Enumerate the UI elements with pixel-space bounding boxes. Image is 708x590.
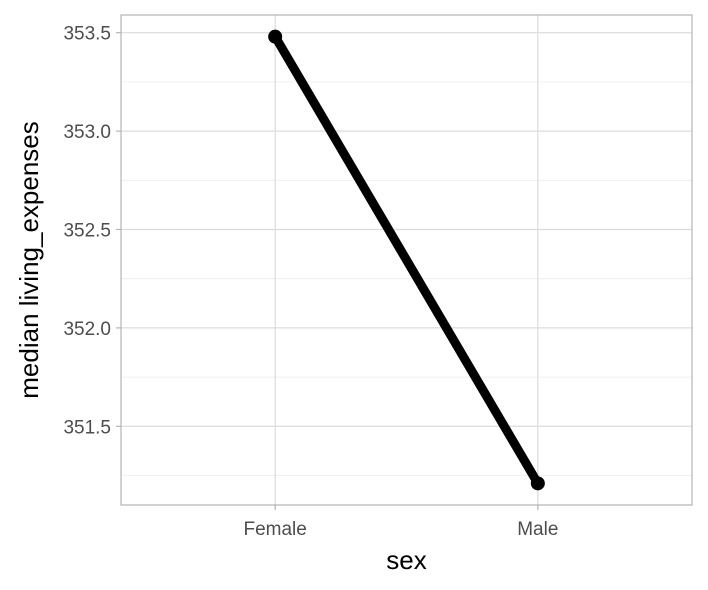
x-axis: Female Male bbox=[243, 505, 558, 540]
y-axis-title: median living_expenses bbox=[14, 121, 44, 399]
y-tick-label: 353.5 bbox=[63, 24, 111, 45]
y-tick-label: 352.0 bbox=[63, 319, 111, 340]
minor-gridlines bbox=[121, 81, 692, 476]
data-point bbox=[268, 29, 283, 44]
data-point bbox=[530, 476, 545, 491]
panel-border bbox=[120, 14, 693, 506]
major-gridlines bbox=[121, 15, 692, 505]
y-axis: 351.5 352.0 352.5 353.0 353.5 bbox=[63, 24, 121, 438]
series-layer bbox=[268, 29, 545, 491]
x-tick-label: Male bbox=[517, 519, 558, 540]
y-tick-label: 352.5 bbox=[63, 220, 111, 241]
y-tick-label: 351.5 bbox=[63, 417, 111, 438]
y-tick-label: 353.0 bbox=[63, 122, 111, 143]
x-axis-title: sex bbox=[386, 545, 426, 575]
series-line bbox=[270, 32, 543, 488]
x-tick-label: Female bbox=[243, 519, 306, 540]
